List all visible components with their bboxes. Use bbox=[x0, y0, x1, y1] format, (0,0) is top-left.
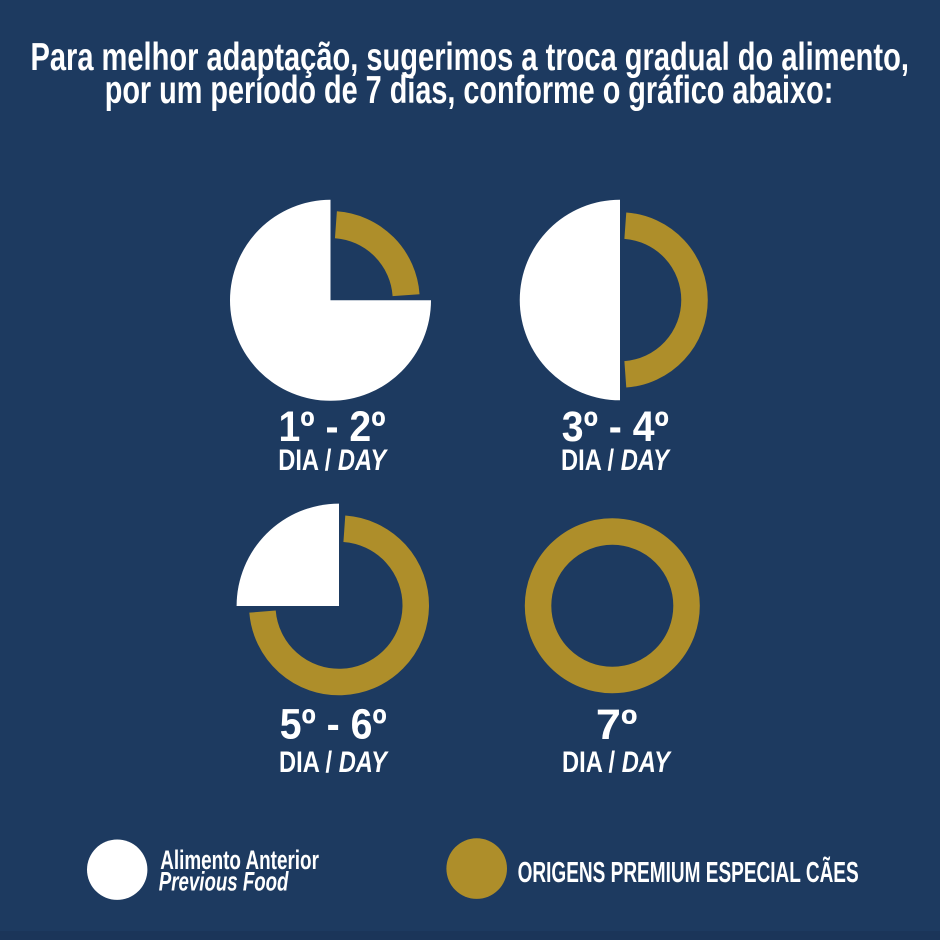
svg-text:7º: 7º bbox=[596, 701, 638, 749]
svg-text:Alimento Anterior: Alimento Anterior bbox=[160, 845, 319, 875]
svg-text:DIA / DAY: DIA / DAY bbox=[278, 443, 388, 476]
svg-text:Para melhor adaptação, sugerim: Para melhor adaptação, sugerimos a troca… bbox=[30, 36, 908, 79]
svg-text:por um período de 7 dias, conf: por um período de 7 dias, conforme o grá… bbox=[105, 69, 834, 112]
svg-text:DIA / DAY: DIA / DAY bbox=[561, 443, 671, 476]
svg-text:DIA / DAY: DIA / DAY bbox=[279, 746, 389, 779]
svg-text:Previous Food: Previous Food bbox=[159, 866, 289, 896]
svg-text:5º - 6º: 5º - 6º bbox=[280, 700, 387, 748]
svg-text:1º - 2º: 1º - 2º bbox=[279, 402, 386, 450]
svg-text:DIA / DAY: DIA / DAY bbox=[562, 746, 672, 779]
svg-text:3º - 4º: 3º - 4º bbox=[562, 402, 669, 450]
svg-text:ORIGENS PREMIUM ESPECIAL CÃES: ORIGENS PREMIUM ESPECIAL CÃES bbox=[518, 856, 859, 889]
